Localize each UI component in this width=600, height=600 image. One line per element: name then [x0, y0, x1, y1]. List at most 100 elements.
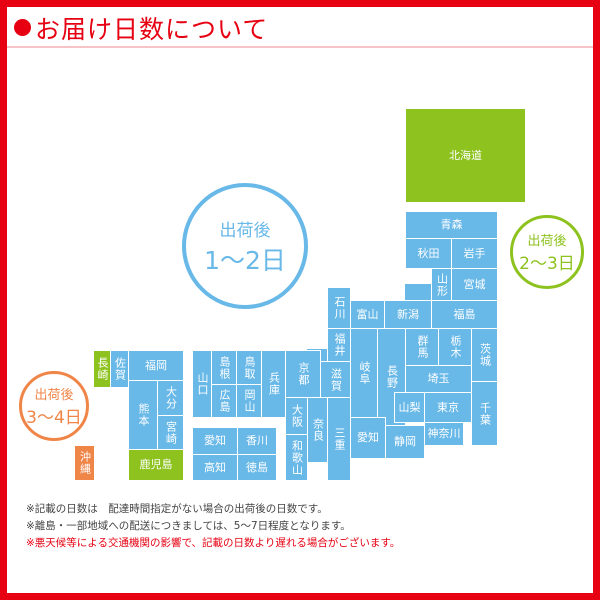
prefecture-label: 佐賀: [113, 357, 127, 381]
legend-label: 出荷後: [219, 220, 271, 241]
prefecture-label: 北海道: [449, 148, 482, 162]
prefecture-label: 福井: [333, 333, 346, 357]
prefecture: 広島: [211, 384, 237, 418]
prefecture-label: 福岡: [145, 358, 167, 372]
prefecture: 千葉: [471, 381, 498, 446]
prefecture-label: 埼玉: [427, 372, 450, 385]
legend-days: 1〜2日: [204, 245, 286, 275]
prefecture: 三重: [327, 397, 351, 481]
prefecture-label: 山形: [435, 272, 449, 297]
prefecture: 埼玉: [405, 365, 472, 393]
prefecture: 愛知: [192, 427, 238, 455]
prefecture-label: 青森: [440, 218, 463, 231]
prefecture-label: 和歌山: [290, 439, 304, 476]
note: ※記載の日数は 配達時間指定がない場合の出荷後の日数です。: [26, 503, 328, 515]
map-filler: [405, 284, 432, 301]
prefecture: 滋賀: [320, 361, 351, 398]
prefecture-label: 宮城: [463, 277, 486, 291]
prefecture: 福井: [327, 328, 351, 362]
prefecture: 福岡: [128, 350, 184, 381]
prefecture: 山形: [431, 268, 452, 301]
prefecture: 富山: [350, 300, 385, 329]
prefecture-label: 東京: [437, 400, 459, 414]
prefecture-label: 千葉: [478, 401, 492, 426]
prefecture-label: 宮崎: [164, 420, 178, 445]
prefecture: 鹿児島: [128, 449, 184, 481]
legend-zone-2-3: 出荷後 2〜3日: [510, 215, 584, 289]
prefecture: 岐阜: [350, 328, 378, 418]
prefecture-label: 石川: [333, 296, 346, 320]
prefecture: 青森: [405, 211, 498, 239]
prefecture-label: 鹿児島: [139, 458, 173, 471]
prefecture-label: 群馬: [416, 335, 429, 359]
prefecture-label: 大阪: [290, 404, 304, 428]
prefecture-label: 愛知: [357, 431, 379, 444]
prefecture: 長崎: [93, 350, 111, 388]
legend-label: 出荷後: [34, 388, 74, 403]
prefecture-label: 岩手: [463, 246, 486, 260]
prefecture-label: 岡山: [243, 389, 256, 413]
prefecture-label: 沖縄: [78, 451, 92, 475]
prefecture: 栃木: [438, 328, 472, 366]
prefecture-label: 新潟: [397, 307, 419, 321]
prefecture: 岡山: [236, 384, 262, 418]
prefecture: 群馬: [405, 328, 439, 366]
prefecture-label: 熊本: [137, 403, 150, 427]
prefecture: 熊本: [128, 380, 158, 450]
prefecture: 島根: [211, 350, 237, 385]
prefecture: 新潟: [384, 300, 432, 329]
prefecture: 茨城: [471, 328, 498, 382]
prefecture-label: 京都: [297, 362, 310, 386]
prefecture: 兵庫: [261, 350, 286, 418]
prefecture: 宮崎: [157, 415, 184, 450]
legend-zone-3-4: 出荷後 3〜4日: [19, 371, 89, 441]
prefecture-label: 島根: [218, 355, 231, 380]
prefecture: 神奈川: [424, 422, 464, 446]
prefecture-label: 高知: [204, 460, 226, 474]
prefecture-label: 愛知: [204, 434, 226, 447]
prefecture-label: 香川: [246, 434, 268, 447]
prefecture-label: 山梨: [398, 400, 421, 414]
divider: [7, 46, 593, 48]
prefecture: 香川: [237, 427, 277, 455]
prefecture: 山梨: [394, 392, 425, 423]
prefecture: 石川: [327, 287, 351, 329]
prefecture-label: 秋田: [417, 246, 440, 260]
prefecture: 大阪: [285, 397, 308, 435]
prefecture-label: 神奈川: [427, 427, 461, 440]
prefecture: 愛知: [350, 417, 386, 459]
prefecture-label: 富山: [356, 307, 379, 321]
page-title: お届け日数について: [14, 10, 268, 46]
notes: ※記載の日数は 配達時間指定がない場合の出荷後の日数です。 ※離島・一部地域への…: [26, 501, 400, 552]
note-warning: ※悪天候等による交通機関の影響で、記載の日数より遅れる場合がございます。: [26, 537, 401, 549]
prefecture: 京都: [285, 350, 321, 398]
prefecture-label: 兵庫: [267, 372, 281, 396]
page-title-text: お届け日数について: [35, 15, 269, 44]
prefecture-label: 鳥取: [243, 355, 256, 380]
prefecture-label: 福島: [453, 307, 476, 321]
prefecture-label: 三重: [333, 427, 346, 451]
prefecture: 和歌山: [285, 434, 308, 481]
prefecture-label: 岐阜: [358, 361, 371, 385]
prefecture-label: 徳島: [246, 460, 268, 474]
prefecture: 山口: [192, 350, 212, 418]
prefecture-label: 長野: [385, 365, 399, 389]
legend-zone-1-2: 出荷後 1〜2日: [182, 183, 308, 309]
prefecture-label: 山口: [196, 372, 209, 396]
prefecture-label: 滋賀: [329, 367, 343, 392]
prefecture-label: 長崎: [96, 357, 109, 381]
prefecture: 大分: [157, 380, 184, 416]
prefecture: 高知: [192, 454, 238, 481]
prefecture: 徳島: [237, 454, 277, 481]
prefecture: 静岡: [385, 425, 425, 459]
prefecture: 東京: [424, 392, 472, 423]
prefecture: 岩手: [451, 238, 498, 269]
prefecture-label: 茨城: [478, 343, 492, 367]
bullet-icon: [14, 19, 31, 36]
prefecture: 佐賀: [110, 350, 129, 388]
prefecture: 秋田: [405, 238, 452, 269]
prefecture-label: 広島: [218, 389, 231, 413]
prefecture: 奈良: [307, 397, 328, 463]
legend-label: 出荷後: [527, 234, 567, 249]
